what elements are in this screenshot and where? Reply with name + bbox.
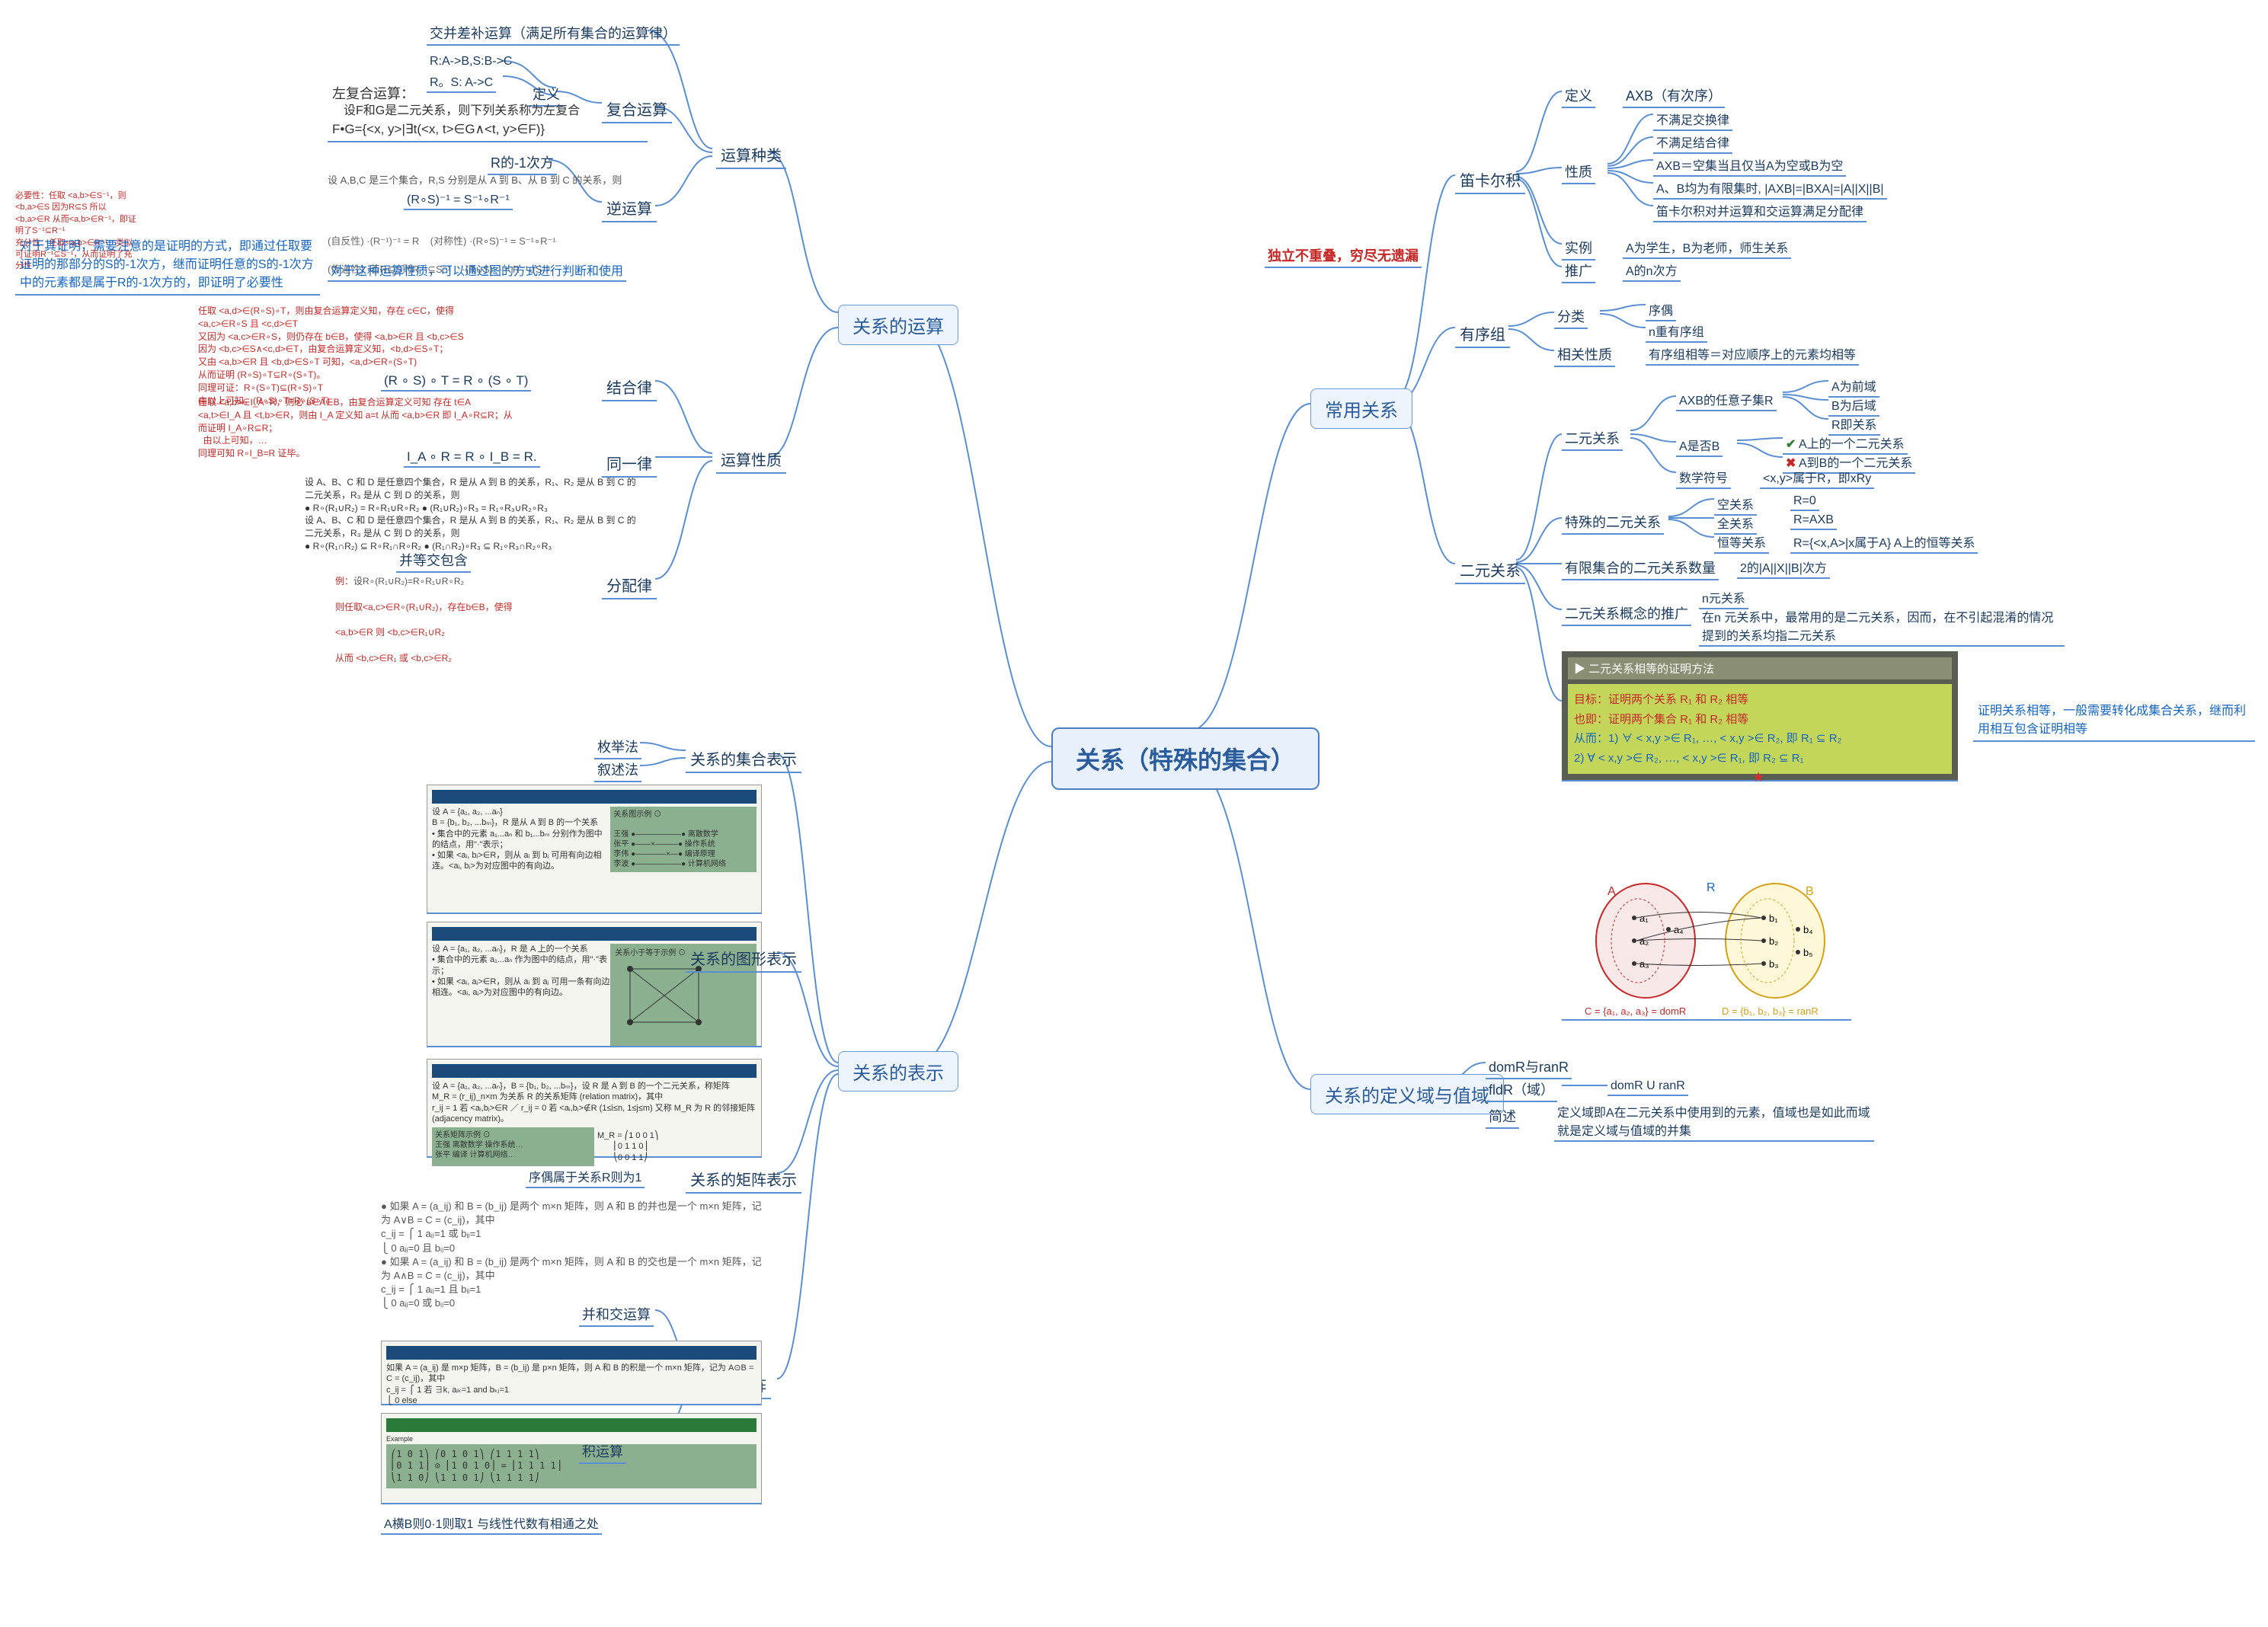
- ops-assoc[interactable]: 结合律: [602, 373, 657, 401]
- cart-ext: 推广: [1562, 259, 1595, 283]
- bin-ab: A是否B: [1676, 434, 1723, 457]
- bin-sym-v: <x,y>属于R，即xRy: [1760, 466, 1874, 489]
- cart-def: 定义: [1562, 84, 1595, 108]
- main-common[interactable]: 常用关系: [1310, 388, 1412, 429]
- proof-note: 对于其证明，需要注意的是证明的方式，即通过任取要证明的那部分的S的-1次方，继而…: [15, 236, 320, 296]
- leftcomp-l2: F•G={<x, y>|∃t(<x, t>∈G∧<t, y>∈F)}: [328, 118, 648, 142]
- repr-enum: 枚举法: [594, 735, 641, 759]
- repr-graph[interactable]: 关系的图形表示: [686, 945, 801, 973]
- ext2: 在n 元关系中，最常用的是二元关系，因而，在不引起混淆的情况提到的关系均指二元关…: [1699, 606, 2065, 647]
- repr-desc: 叙述法: [594, 758, 641, 782]
- ops-def-l1: R:A->B,S:B->C: [427, 53, 515, 70]
- bool-example: Example ⎛1 0 1⎞ ⎛0 1 0 1⎞ ⎛1 1 1 1⎞ ⎜0 1…: [381, 1413, 762, 1504]
- ops-intersect: 交并差补运算（满足所有集合的运算律）: [427, 21, 680, 46]
- cart-ext-v: A的n次方: [1623, 259, 1681, 282]
- ops-rn-formula: (R∘S)⁻¹ = S⁻¹∘R⁻¹: [404, 190, 513, 210]
- tuple-cat: 分类: [1554, 305, 1588, 329]
- repr-set[interactable]: 关系的集合表示: [686, 745, 801, 773]
- cart-p1: 不满足交换律: [1653, 108, 1732, 131]
- svg-text:R: R: [1707, 881, 1716, 894]
- graph-def-box1: 设 A = {a₁, a₂, ...aₙ} B = {b₁, b₂, ...bₘ…: [427, 785, 762, 914]
- distrib-desc: 设 A、B、C 和 D 是任意四个集合，R 是从 A 到 B 的关系，R₁、R₂…: [305, 476, 640, 553]
- sp1v: R=0: [1790, 493, 1819, 511]
- svg-text:A: A: [1607, 885, 1616, 898]
- ops-ident[interactable]: 同一律: [602, 449, 657, 478]
- proof-box: ▶ 二元关系相等的证明方法 目标：证明两个关系 R₁ 和 R₂ 相等 也即：证明…: [1562, 651, 1958, 782]
- sp2v: R=AXB: [1790, 512, 1837, 530]
- distrib-sub: 并等交包含: [396, 548, 471, 573]
- root-node[interactable]: 关系（特殊的集合）: [1051, 727, 1320, 790]
- dom-fld-v: domR U ranR: [1607, 1078, 1688, 1096]
- assoc-formula: (R ∘ S) ∘ T = R ∘ (S ∘ T): [381, 372, 531, 392]
- cart-p3: AXB＝空集当且仅当A为空或B为空: [1653, 154, 1846, 177]
- bool-prod-def: 如果 A = (a_ij) 是 m×p 矩阵，B = (b_ij) 是 p×n …: [381, 1341, 762, 1405]
- special: 特殊的二元关系: [1562, 510, 1664, 535]
- svg-text:b₄: b₄: [1803, 924, 1813, 935]
- ident-formula: I_A ∘ R = R ∘ I_B = R.: [404, 448, 540, 468]
- bin-ext: 二元关系概念的推广: [1562, 602, 1691, 626]
- ops-kinds[interactable]: 运算种类: [716, 141, 786, 169]
- repr-matrix[interactable]: 关系的矩阵表示: [686, 1165, 801, 1194]
- svg-text:b₁: b₁: [1769, 913, 1778, 924]
- distrib-proof: 例：设R∘(R₁∪R₂)=R∘R₁∪R∘R₂ 则任取<a,c>∈R∘(R₁∪R₂…: [335, 575, 640, 665]
- sp3: 恒等关系: [1714, 531, 1769, 554]
- ops-inv-note: 对于这种运算性质，可以通过图的方式进行判断和使用: [328, 259, 626, 282]
- dom-brief: 简述: [1486, 1104, 1519, 1129]
- cart-ex-v: A为学生，B为老师，师生关系: [1623, 236, 1791, 259]
- cart-p5: 笛卡尔积对并运算和交运算满足分配律: [1653, 200, 1867, 222]
- ops-props[interactable]: 运算性质: [716, 446, 786, 474]
- tuple-prop: 相关性质: [1554, 343, 1615, 367]
- matrix-def-box: 设 A = {a₁, a₂, ...aₙ}，B = {b₁, b₂, ...bₘ…: [427, 1059, 762, 1158]
- star-icon: ★: [1752, 769, 1764, 785]
- bool-text1: ● 如果 A = (a_ij) 和 B = (b_ij) 是两个 m×n 矩阵，…: [381, 1200, 762, 1311]
- principle-text: 独立不重叠，穷尽无遗漏: [1265, 244, 1422, 268]
- cart-ex: 实例: [1562, 236, 1595, 261]
- svg-text:b₂: b₂: [1769, 935, 1778, 947]
- svg-text:a₁: a₁: [1639, 913, 1649, 924]
- tuple-p1: 有序组相等＝对应顺序上的元素均相等: [1646, 343, 1859, 366]
- main-ops[interactable]: 关系的运算: [838, 305, 958, 345]
- tuple-c2: n重有序组: [1646, 320, 1707, 343]
- repr-matrix-note: 序偶属于关系R则为1: [526, 1165, 645, 1188]
- ops-rn: R的-1次方: [488, 151, 557, 175]
- bin-rel: 二元关系: [1562, 427, 1623, 451]
- cart-p2: 不满足结合律: [1653, 131, 1732, 154]
- finite: 有限集合的二元关系数量: [1562, 556, 1719, 580]
- bool-op1: 并和交运算: [579, 1303, 654, 1327]
- sp3v: R={<x,A>|x属于A} A上的恒等关系: [1790, 531, 1978, 554]
- svg-text:B: B: [1806, 885, 1814, 898]
- cart-prop: 性质: [1562, 160, 1595, 184]
- bool-op2: 积运算: [579, 1440, 626, 1464]
- proof-note: 证明关系相等，一般需要转化成集合关系，继而利用相互包含证明相等: [1973, 701, 2255, 742]
- ops-rn-desc: 设 A,B,C 是三个集合，R,S 分别是从 A 到 B、从 B 到 C 的关系…: [328, 174, 632, 187]
- tuple-c1: 序偶: [1646, 299, 1676, 321]
- dom-dr: domR与ranR: [1486, 1055, 1572, 1079]
- cart-p4: A、B均为有限集时, |AXB|=|BXA|=|A||X||B|: [1653, 177, 1887, 200]
- bool-note: A横B则0·1则取1 与线性代数有相通之处: [381, 1512, 602, 1535]
- main-repr[interactable]: 关系的表示: [838, 1051, 958, 1092]
- graph-def-box2: 设 A = {a₁, a₂, ...aₙ}，R 是 A 上的一个关系 • 集合中…: [427, 922, 762, 1047]
- proof-header: ▶ 二元关系相等的证明方法: [1568, 657, 1952, 679]
- venn-diagram: A B R a₁ a₂ a₃ a₄ b₁ b₂ b₃ b₄ b₅ C = {a₁…: [1562, 868, 1851, 1021]
- common-binary[interactable]: 二元关系: [1455, 556, 1525, 584]
- ops-inverse[interactable]: 逆运算: [602, 194, 657, 222]
- bin-sub: AXB的任意子集R: [1676, 388, 1777, 411]
- bin-sym: 数学符号: [1676, 466, 1731, 489]
- cart-def-v: AXB（有次序）: [1623, 84, 1725, 108]
- common-cartesian[interactable]: 笛卡尔积: [1455, 166, 1525, 194]
- common-tuple[interactable]: 有序组: [1455, 320, 1510, 348]
- dom-fld: fldR（域）: [1486, 1078, 1557, 1102]
- svg-text:b₃: b₃: [1769, 958, 1779, 970]
- svg-text:b₅: b₅: [1803, 947, 1812, 958]
- finite-v: 2的|A||X||B|次方: [1737, 556, 1830, 579]
- main-domain[interactable]: 关系的定义域与值域: [1310, 1074, 1504, 1114]
- assoc-proof: 任取 <a,d>∈(R∘S)∘T，则由复合运算定义知，存在 c∈C，使得 <a,…: [198, 305, 579, 407]
- dom-brief-v: 定义域即A在二元关系中使用到的元素，值域也是如此而域就是定义域与值域的并集: [1554, 1101, 1874, 1142]
